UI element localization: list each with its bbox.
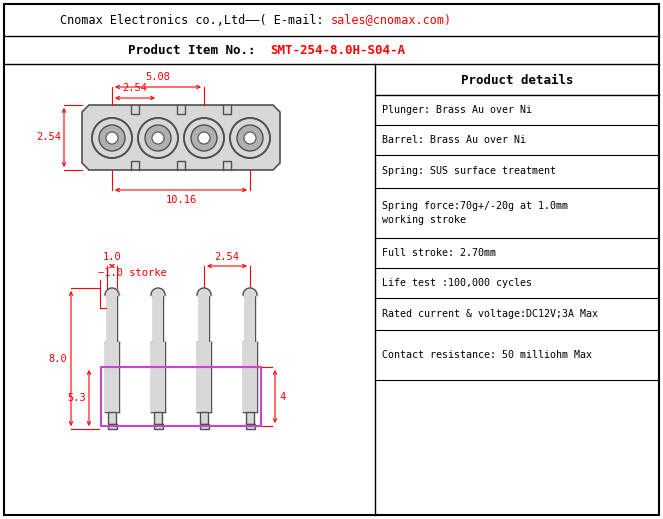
Text: 2.54: 2.54 (215, 252, 239, 262)
Bar (245, 424, 255, 429)
Text: 8.0: 8.0 (48, 353, 67, 363)
Text: Barrel: Brass Au over Ni: Barrel: Brass Au over Ni (382, 135, 526, 145)
Text: Cnomax Electronics co.,Ltd——( E-mail:: Cnomax Electronics co.,Ltd——( E-mail: (60, 13, 331, 26)
Circle shape (198, 132, 210, 144)
Bar (200, 412, 208, 424)
Circle shape (99, 125, 125, 151)
Bar (107, 424, 117, 429)
Bar (154, 412, 162, 424)
Bar (200, 424, 208, 429)
Text: SMT-254-8.0H-S04-A: SMT-254-8.0H-S04-A (270, 44, 405, 57)
Polygon shape (82, 105, 280, 170)
Text: 2.54: 2.54 (123, 83, 147, 93)
Text: 4: 4 (279, 391, 285, 402)
Bar (197, 342, 211, 412)
Text: Contact resistance: 50 milliohm Max: Contact resistance: 50 milliohm Max (382, 350, 592, 360)
Circle shape (106, 132, 118, 144)
Bar (107, 295, 117, 342)
Circle shape (184, 118, 224, 158)
Text: 10.16: 10.16 (165, 195, 197, 205)
Bar (154, 424, 162, 429)
Text: Product details: Product details (461, 74, 573, 87)
Bar (153, 295, 163, 342)
Circle shape (138, 118, 178, 158)
Bar (199, 295, 209, 342)
Text: Spring force:70g+/-20g at 1.0mm
working stroke: Spring force:70g+/-20g at 1.0mm working … (382, 201, 568, 225)
Text: 1.0: 1.0 (103, 252, 121, 262)
Text: Product Item No.:: Product Item No.: (127, 44, 270, 57)
Text: Full stroke: 2.70mm: Full stroke: 2.70mm (382, 248, 496, 258)
Text: Rated current & voltage:DC12V;3A Max: Rated current & voltage:DC12V;3A Max (382, 309, 598, 319)
Text: Life test :100,000 cycles: Life test :100,000 cycles (382, 278, 532, 288)
Text: Spring: SUS surface treatment: Spring: SUS surface treatment (382, 167, 556, 176)
Circle shape (145, 125, 171, 151)
Bar (243, 342, 257, 412)
Text: −1.0 storke: −1.0 storke (98, 268, 167, 278)
Bar (108, 412, 116, 424)
Bar (246, 412, 254, 424)
Text: 5.08: 5.08 (145, 72, 170, 82)
Circle shape (244, 132, 256, 144)
Circle shape (191, 125, 217, 151)
Text: sales@cnomax.com): sales@cnomax.com) (331, 13, 452, 26)
Bar (105, 342, 119, 412)
Text: 2.54: 2.54 (36, 132, 61, 143)
Circle shape (237, 125, 263, 151)
Circle shape (92, 118, 132, 158)
Circle shape (152, 132, 164, 144)
Text: 5.3: 5.3 (67, 393, 86, 403)
Text: Plunger: Brass Au over Ni: Plunger: Brass Au over Ni (382, 105, 532, 115)
Bar (101, 367, 261, 426)
Bar (245, 295, 255, 342)
Circle shape (230, 118, 270, 158)
Bar (151, 342, 165, 412)
